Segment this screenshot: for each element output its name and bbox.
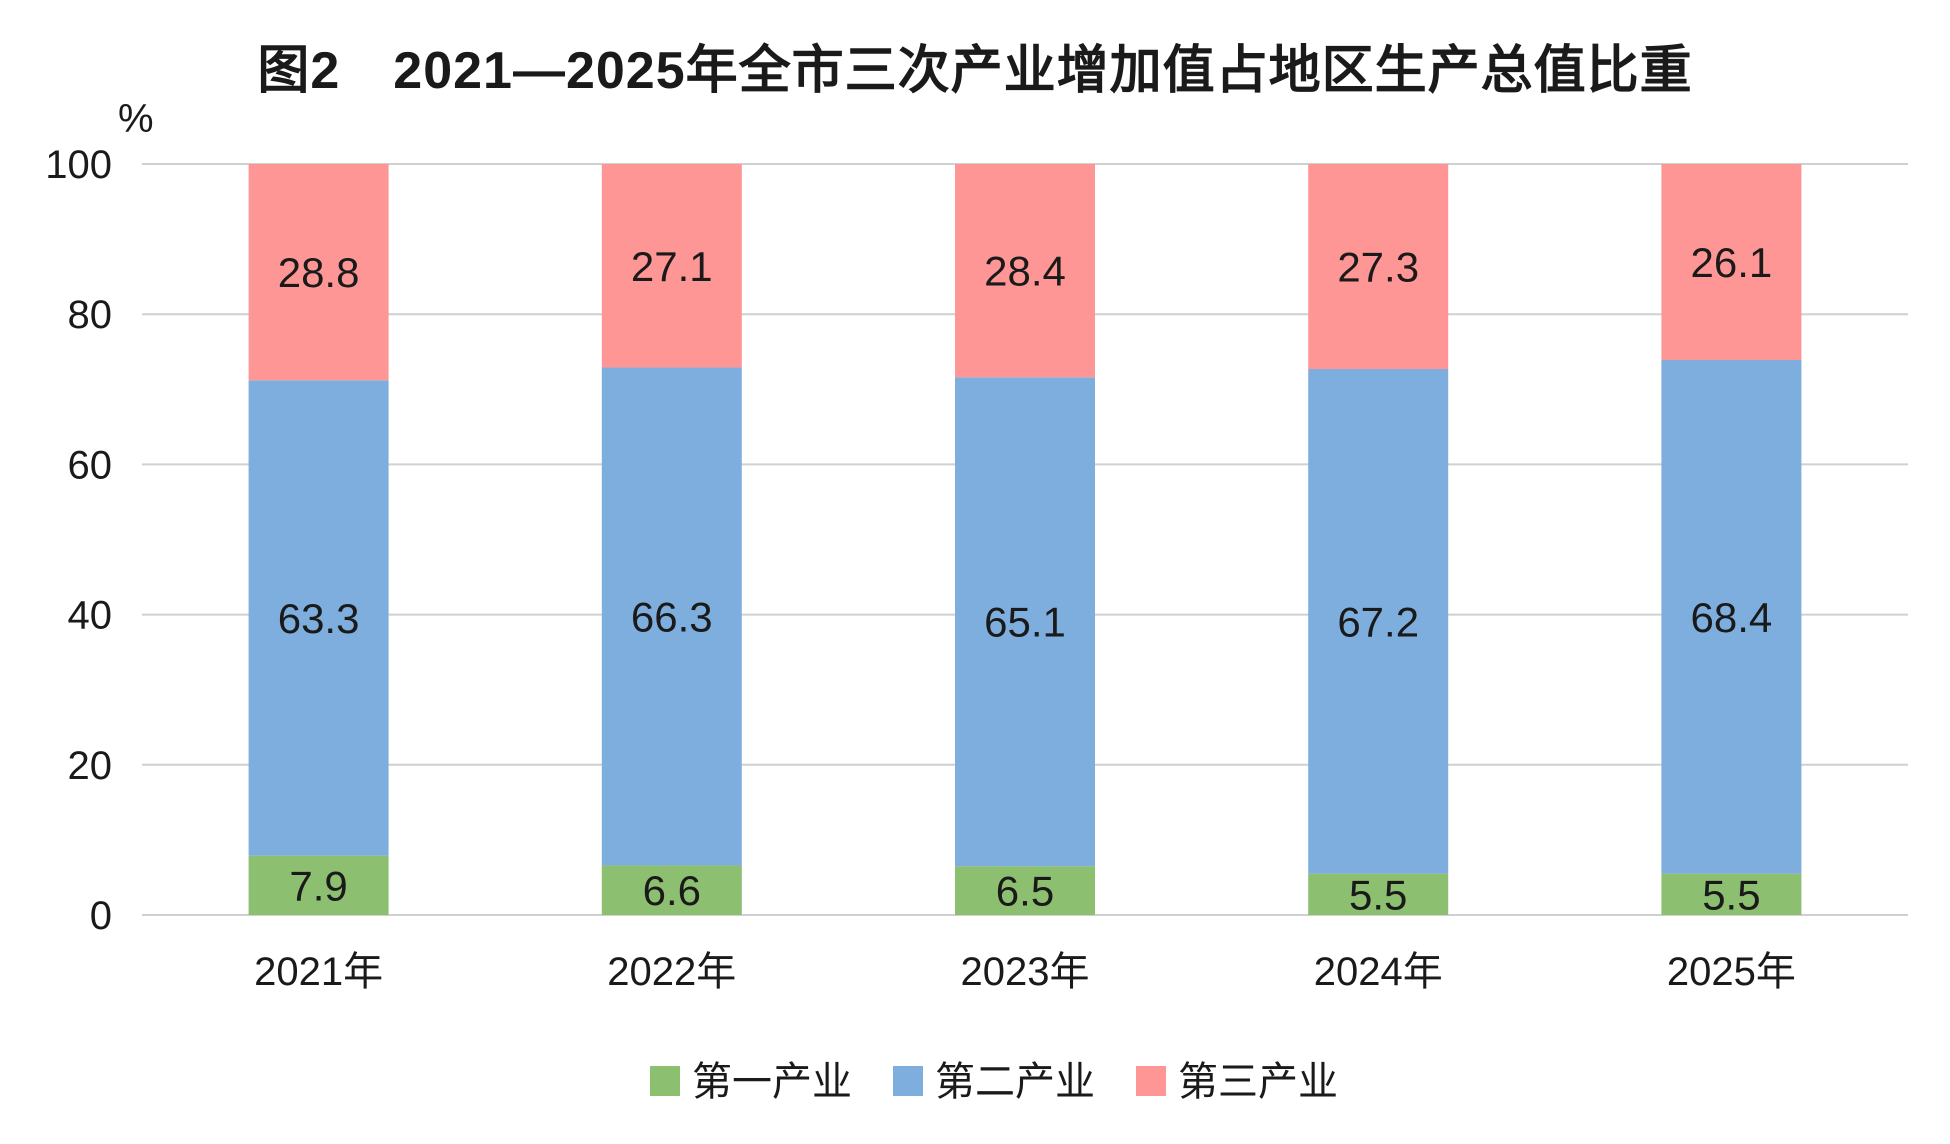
legend-swatch xyxy=(1136,1066,1166,1096)
x-tick-label: 2021年 xyxy=(254,950,383,994)
x-tick-label: 2022年 xyxy=(607,950,736,994)
data-label: 65.1 xyxy=(984,599,1066,646)
data-label: 5.5 xyxy=(1349,871,1407,918)
bar-segment xyxy=(1661,873,1802,915)
data-label: 6.5 xyxy=(996,868,1054,915)
legend-label: 第二产业 xyxy=(935,1060,1095,1104)
bar-segment xyxy=(1661,164,1802,361)
bar-segment xyxy=(1308,369,1449,874)
data-label: 66.3 xyxy=(631,593,713,640)
bar-segment xyxy=(955,866,1095,915)
data-label: 63.3 xyxy=(278,595,360,642)
x-axis: 2021年 2022年 2023年 2024年 2025年 xyxy=(254,950,1796,994)
bar-segment xyxy=(248,855,389,915)
y-axis: % 0 20 40 60 80 100 xyxy=(45,97,153,938)
data-label: 68.4 xyxy=(1691,594,1773,641)
data-label: 27.1 xyxy=(631,243,713,290)
data-label: 28.4 xyxy=(984,248,1066,295)
data-label: 6.6 xyxy=(643,867,701,914)
bar-segment xyxy=(1661,360,1802,874)
data-label: 27.3 xyxy=(1337,244,1419,291)
legend: 第一产业 第二产业 第三产业 xyxy=(650,1060,1338,1104)
data-label: 28.8 xyxy=(278,249,360,296)
bar-segment xyxy=(955,377,1095,867)
y-tick-label: 60 xyxy=(68,443,113,487)
bars: 7.9 63.3 28.8 6.6 66.3 27.1 6.5 65.1 28.4 5.5 67.2… xyxy=(248,164,1802,918)
bar-segment xyxy=(955,164,1095,378)
y-tick-label: 0 xyxy=(90,894,112,938)
bar-segment xyxy=(1308,164,1449,370)
x-tick-label: 2023年 xyxy=(961,950,1090,994)
x-tick-label: 2024年 xyxy=(1314,950,1443,994)
y-tick-label: 20 xyxy=(68,744,113,788)
data-label: 26.1 xyxy=(1691,239,1773,286)
bar-segment xyxy=(1308,873,1449,915)
bar-segment xyxy=(248,164,389,381)
bar-segment xyxy=(601,367,742,866)
bar-segment xyxy=(601,164,742,368)
bar-segment xyxy=(248,380,389,856)
x-tick-label: 2025年 xyxy=(1667,950,1796,994)
y-axis-unit: % xyxy=(118,97,154,141)
legend-swatch xyxy=(893,1066,923,1096)
data-label: 5.5 xyxy=(1702,871,1760,918)
data-label: 67.2 xyxy=(1337,598,1419,645)
y-tick-label: 80 xyxy=(68,293,113,337)
chart-title: 图2 2021—2025年全市三次产业增加值占地区生产总值比重 xyxy=(257,42,1693,100)
y-tick-label: 100 xyxy=(45,143,112,187)
bar-segment xyxy=(601,865,742,915)
data-label: 7.9 xyxy=(289,862,347,909)
legend-swatch xyxy=(650,1066,680,1096)
y-tick-label: 40 xyxy=(68,594,113,638)
legend-label: 第三产业 xyxy=(1178,1060,1338,1104)
legend-label: 第一产业 xyxy=(692,1060,852,1104)
